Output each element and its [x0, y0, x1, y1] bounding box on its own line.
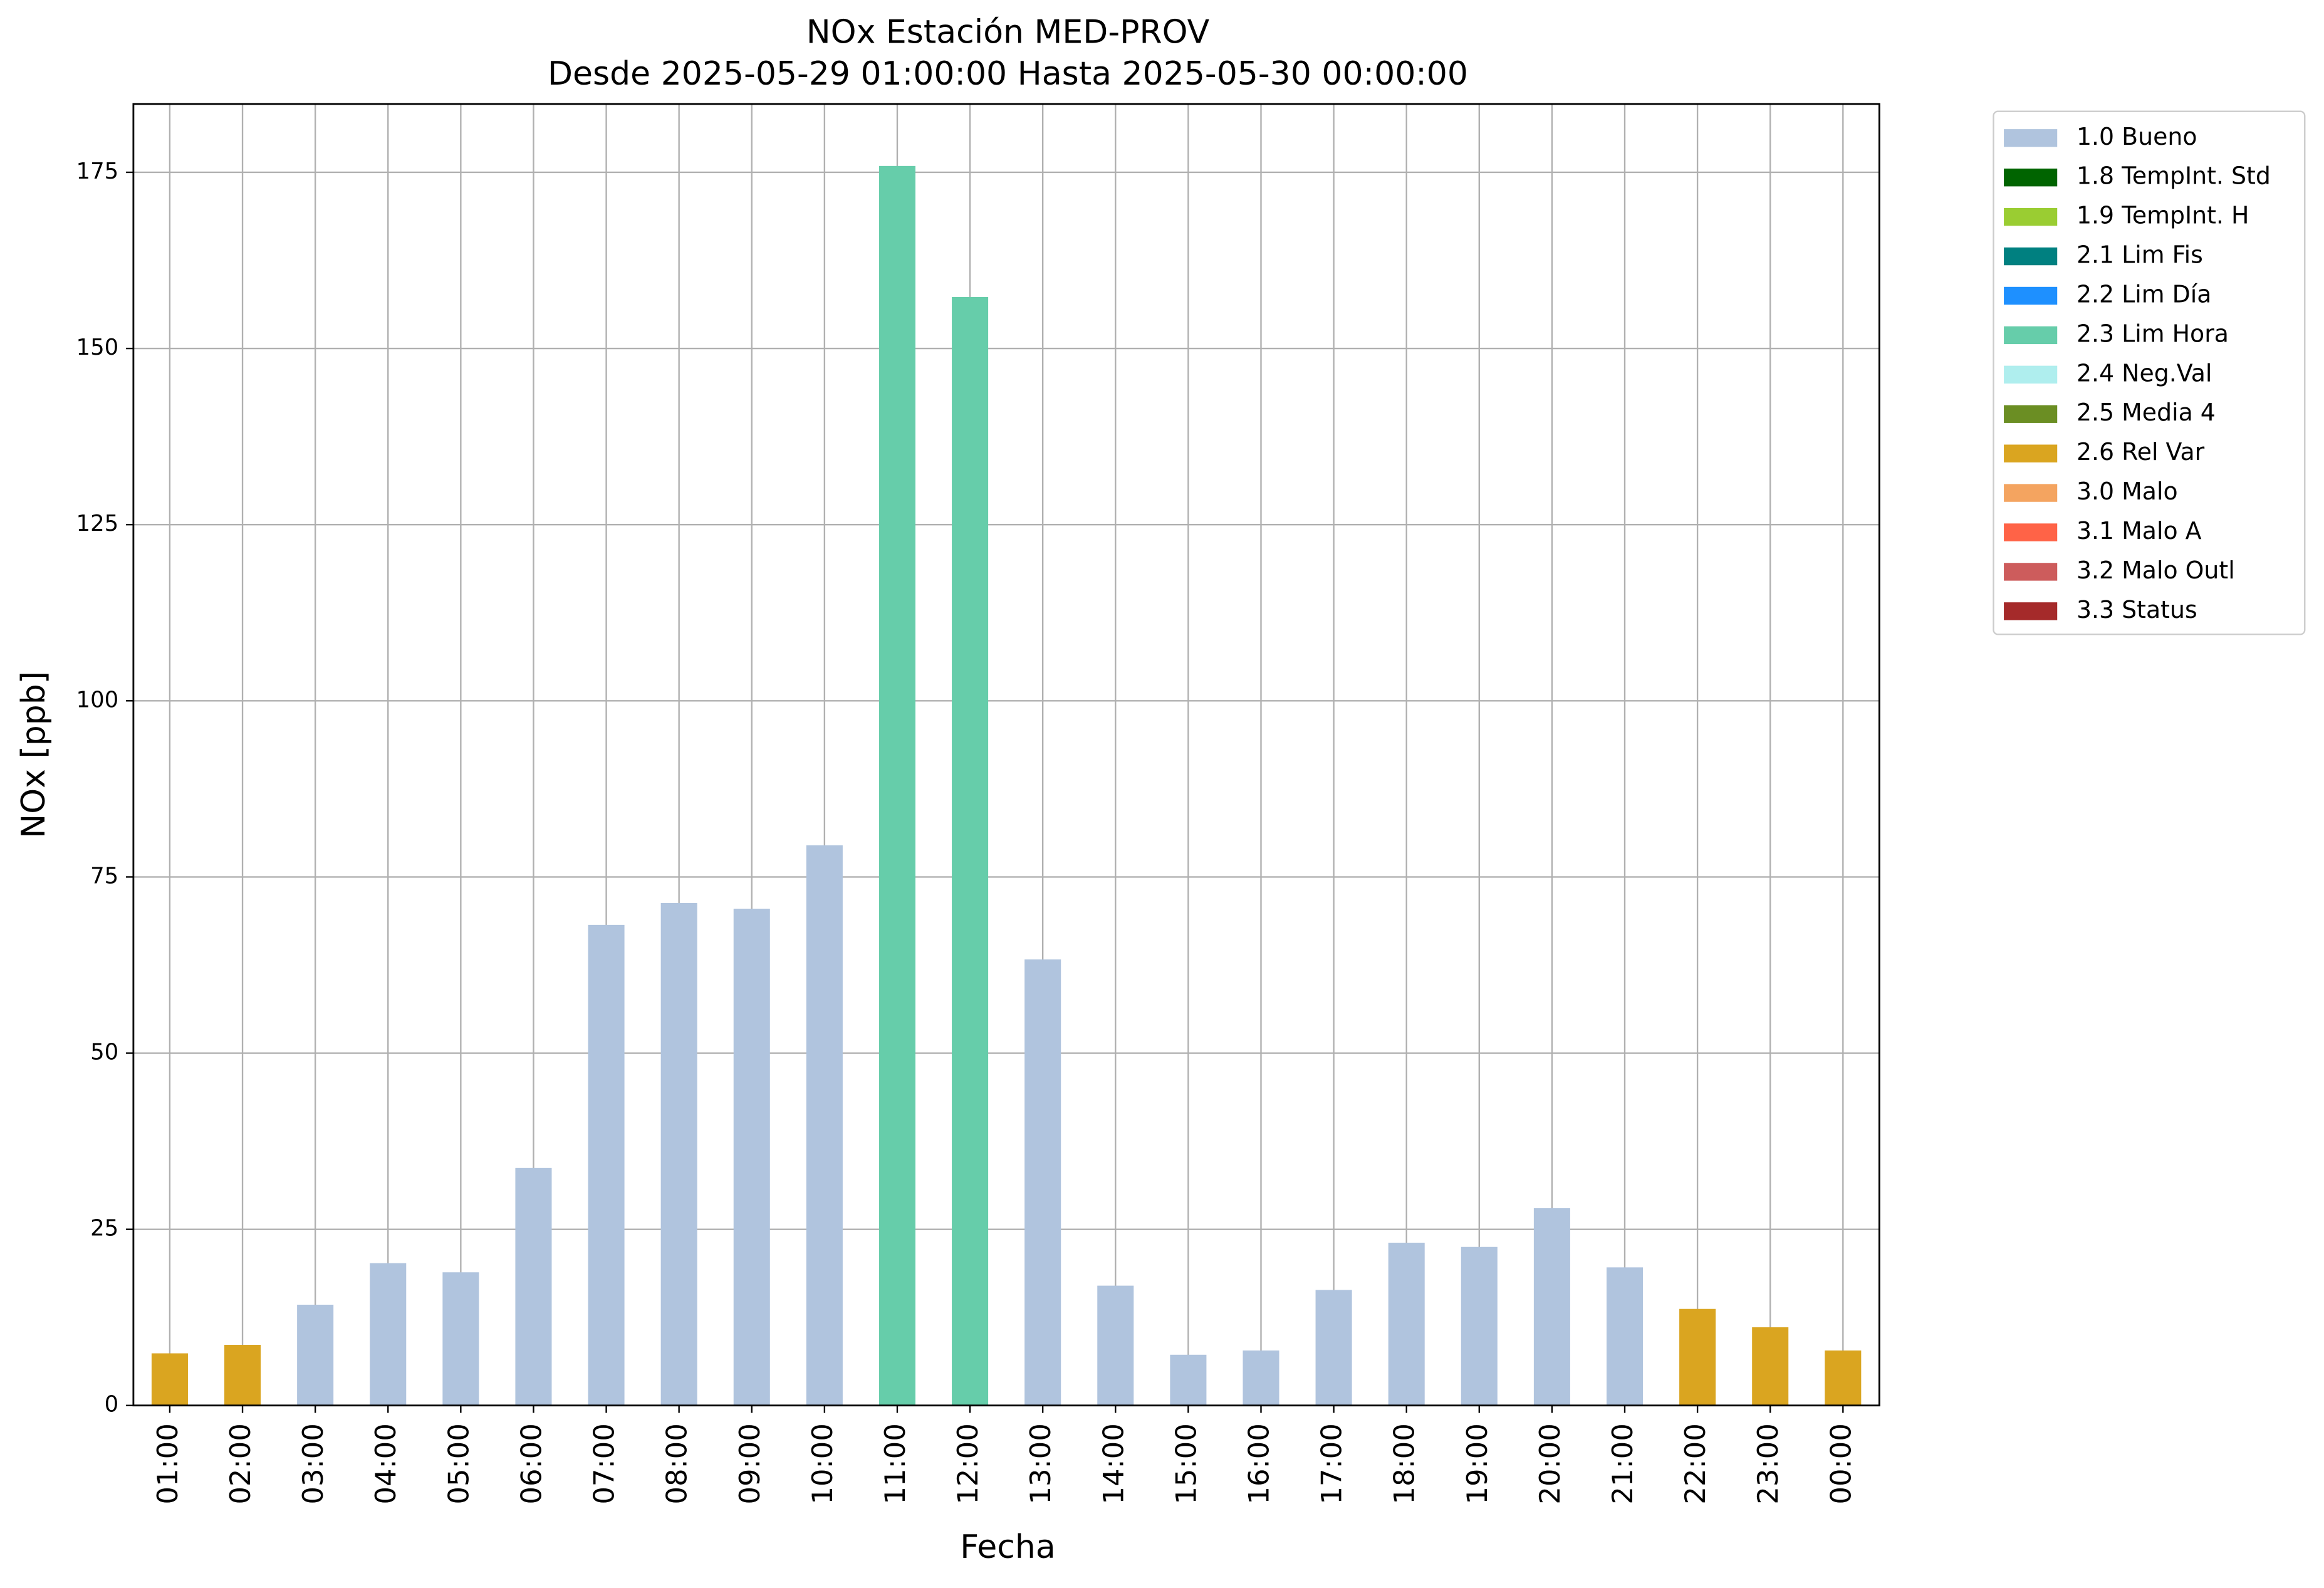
plot-frame: [132, 103, 1880, 1407]
y-tick-label: 0: [105, 1392, 119, 1418]
chart-title: NOx Estación MED-PROV: [806, 14, 1210, 51]
legend-label: 1.8 TempInt. Std: [2076, 162, 2271, 190]
bar: [515, 1167, 552, 1406]
x-tick-label: 13:00: [1024, 1423, 1057, 1505]
legend-label: 2.1 Lim Fis: [2076, 241, 2203, 269]
x-tick-label: 20:00: [1533, 1423, 1566, 1505]
legend-label: 3.0 Malo: [2076, 478, 2178, 505]
legend-swatch: [2004, 286, 2058, 305]
x-tick-label: 15:00: [1169, 1423, 1202, 1505]
x-tick-label: 05:00: [442, 1423, 475, 1505]
x-tick-label: 21:00: [1606, 1423, 1639, 1505]
legend-swatch: [2004, 129, 2058, 147]
x-tick-label: 17:00: [1315, 1423, 1348, 1505]
chart-subtitle: Desde 2025-05-29 01:00:00 Hasta 2025-05-…: [548, 55, 1468, 93]
x-tick-label: 04:00: [369, 1423, 402, 1505]
legend-swatch: [2004, 207, 2058, 226]
x-tick-label: 03:00: [296, 1423, 330, 1505]
legend-swatch: [2004, 484, 2058, 502]
bar: [733, 909, 770, 1406]
legend-label: 2.2 Lim Día: [2076, 280, 2211, 308]
x-tick-label: 22:00: [1679, 1423, 1712, 1505]
legend-swatch: [2004, 523, 2058, 541]
x-tick-label: 12:00: [951, 1423, 984, 1505]
bar: [1752, 1327, 1789, 1406]
x-tick-label: 01:00: [151, 1423, 184, 1505]
x-tick-label: 11:00: [878, 1423, 912, 1505]
legend-label: 1.9 TempInt. H: [2076, 202, 2249, 229]
legend-swatch: [2004, 405, 2058, 423]
bar: [952, 296, 989, 1406]
x-tick-label: 06:00: [514, 1423, 548, 1505]
legend-swatch: [2004, 444, 2058, 462]
y-tick-label: 125: [76, 511, 119, 536]
x-tick-label: 23:00: [1751, 1423, 1785, 1505]
x-tick-label: 16:00: [1242, 1423, 1275, 1505]
legend-label: 2.6 Rel Var: [2076, 438, 2205, 466]
bar: [297, 1304, 334, 1406]
bar: [806, 845, 843, 1406]
bar: [660, 903, 697, 1406]
legend-label: 2.3 Lim Hora: [2076, 320, 2229, 347]
legend-swatch: [2004, 326, 2058, 345]
x-tick-label: 10:00: [806, 1423, 839, 1505]
legend-label: 2.4 Neg.Val: [2076, 359, 2212, 387]
x-tick-label: 02:00: [224, 1423, 257, 1505]
y-axis-title: NOx [ppb]: [15, 671, 53, 838]
bar: [1825, 1350, 1862, 1406]
legend-swatch: [2004, 169, 2058, 187]
bar: [878, 165, 916, 1406]
bar: [1606, 1267, 1644, 1406]
x-tick-label: 19:00: [1461, 1423, 1494, 1505]
y-tick-label: 100: [76, 687, 119, 713]
bar: [1461, 1246, 1498, 1406]
x-tick-label: 18:00: [1388, 1423, 1421, 1505]
x-tick-label: 08:00: [660, 1423, 694, 1505]
legend-label: 1.0 Bueno: [2076, 123, 2197, 150]
legend-swatch: [2004, 365, 2058, 384]
bar: [224, 1345, 261, 1406]
x-tick-label: 00:00: [1824, 1423, 1857, 1505]
bar: [151, 1353, 188, 1406]
bar: [588, 924, 625, 1406]
y-tick-label: 25: [90, 1216, 118, 1241]
y-tick-label: 75: [90, 863, 118, 889]
legend-swatch: [2004, 563, 2058, 581]
x-axis-title: Fecha: [960, 1528, 1056, 1566]
bar: [1243, 1350, 1279, 1406]
legend-swatch: [2004, 247, 2058, 266]
bar: [1170, 1354, 1207, 1406]
bar: [1024, 959, 1061, 1406]
legend-label: 2.5 Media 4: [2076, 399, 2216, 426]
legend-label: 3.2 Malo Outl: [2076, 556, 2235, 584]
y-tick-label: 150: [76, 335, 119, 360]
bar: [370, 1263, 407, 1406]
legend-swatch: [2004, 602, 2058, 620]
legend-label: 3.1 Malo A: [2076, 517, 2202, 545]
legend-frame: [1993, 110, 2306, 635]
legend-label: 3.3 Status: [2076, 596, 2197, 624]
bar: [1533, 1208, 1570, 1406]
x-tick-label: 07:00: [588, 1423, 621, 1505]
y-tick-label: 50: [90, 1040, 118, 1065]
bar: [1097, 1285, 1134, 1406]
x-tick-label: 09:00: [733, 1423, 766, 1505]
bar: [1388, 1242, 1425, 1406]
bar: [1679, 1309, 1716, 1406]
y-tick-label: 175: [76, 159, 119, 184]
bar: [1315, 1290, 1352, 1406]
x-tick-label: 14:00: [1097, 1423, 1130, 1505]
bar: [442, 1272, 479, 1406]
